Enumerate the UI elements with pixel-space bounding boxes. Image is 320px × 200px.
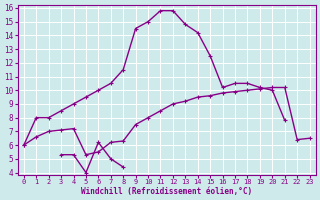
X-axis label: Windchill (Refroidissement éolien,°C): Windchill (Refroidissement éolien,°C)	[81, 187, 252, 196]
